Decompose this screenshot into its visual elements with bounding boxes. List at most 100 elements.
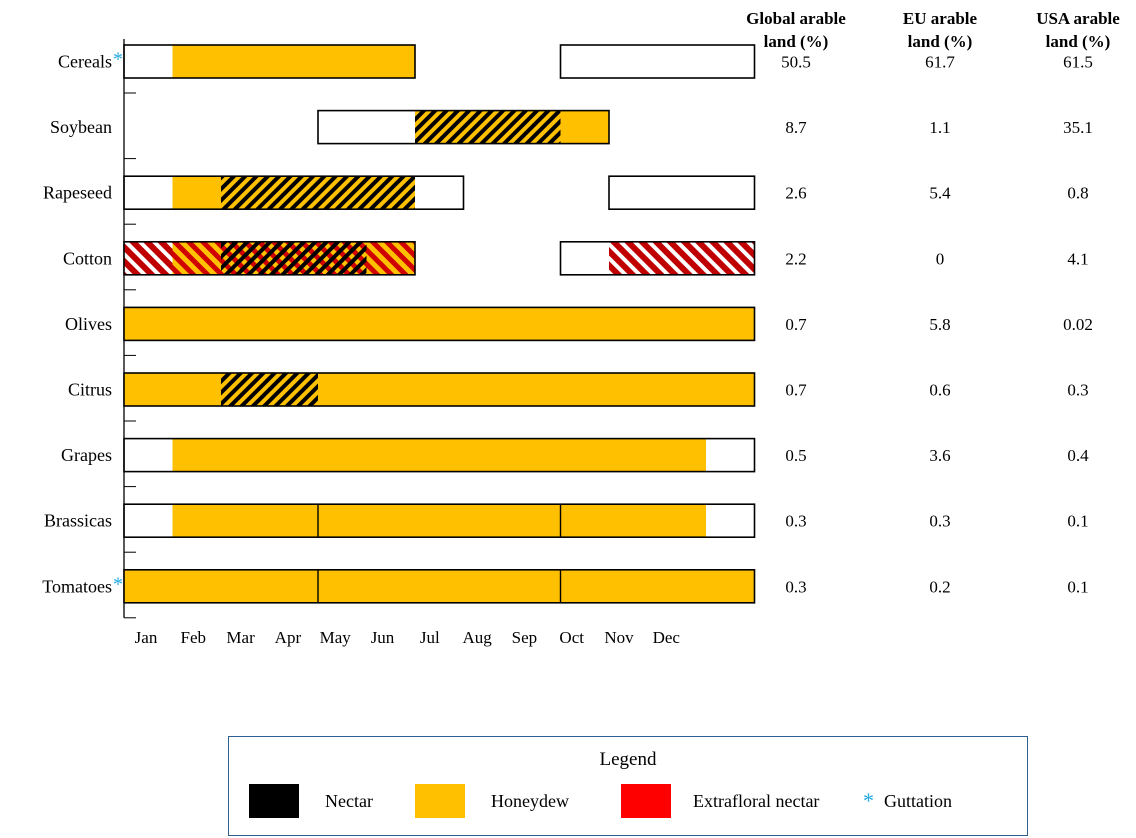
bar-segment-nectar_honeydew bbox=[221, 176, 415, 210]
guttation-asterisk-icon: * bbox=[863, 788, 874, 813]
value-eu: 0.2 bbox=[929, 577, 950, 596]
column-header-eu: EU arable bbox=[903, 9, 978, 28]
value-global: 50.5 bbox=[781, 53, 811, 72]
legend-label-guttation: Guttation bbox=[884, 790, 952, 811]
column-header-usa: USA arable bbox=[1036, 9, 1120, 28]
crop-calendar-chart: Global arable land (%) EU arable land (%) US… bbox=[42, 9, 1120, 647]
value-usa: 35.1 bbox=[1063, 118, 1093, 137]
bar-outline bbox=[123, 241, 416, 276]
crop-label: Rapeseed bbox=[43, 183, 112, 203]
legend-label-honeydew: Honeydew bbox=[491, 790, 569, 811]
bar-outline bbox=[123, 175, 465, 210]
value-global: 0.3 bbox=[785, 512, 806, 531]
bar-outline bbox=[559, 44, 756, 79]
value-eu: 3.6 bbox=[929, 446, 950, 465]
legend-item-honeydew: Honeydew bbox=[415, 784, 569, 818]
value-eu: 0.3 bbox=[929, 512, 950, 531]
bar-segment-nectar_honeydew bbox=[221, 373, 318, 406]
legend-label-nectar: Nectar bbox=[325, 790, 373, 811]
value-eu: 5.4 bbox=[929, 184, 951, 203]
value-usa: 4.1 bbox=[1067, 249, 1088, 268]
guttation-asterisk-icon: * bbox=[113, 573, 123, 595]
column-header-global: Global arable bbox=[746, 9, 846, 28]
nectar-swatch bbox=[249, 784, 299, 818]
value-usa: 0.3 bbox=[1067, 381, 1088, 400]
bar-segment-extrafloral bbox=[124, 241, 173, 275]
crop-row-soybean: Soybean 8.7 1.1 35.1 bbox=[50, 109, 1093, 145]
column-header-usa: land (%) bbox=[1046, 32, 1111, 51]
value-global: 2.6 bbox=[785, 184, 806, 203]
value-eu: 0 bbox=[936, 249, 945, 268]
crop-row-grapes: Grapes 0.5 3.6 0.4 bbox=[61, 437, 1089, 473]
legend-item-extrafloral: Extrafloral nectar bbox=[621, 784, 819, 818]
legend-item-guttation: * Guttation bbox=[863, 784, 952, 818]
honeydew-swatch bbox=[415, 784, 465, 818]
bar-segment-honeydew bbox=[124, 373, 221, 406]
month-label-nov: Nov bbox=[604, 628, 634, 647]
bar-segment-extrafloral_honeydew bbox=[172, 241, 221, 275]
value-global: 0.7 bbox=[785, 381, 807, 400]
crop-label: Tomatoes bbox=[42, 576, 112, 596]
bar-outline bbox=[123, 306, 756, 342]
value-usa: 0.1 bbox=[1067, 577, 1088, 596]
crop-row-cotton: Cotton 2.2 0 4.1 bbox=[63, 241, 1089, 276]
bar-outline bbox=[123, 568, 756, 604]
month-label-jun: Jun bbox=[371, 628, 395, 647]
crop-label: Soybean bbox=[50, 117, 112, 137]
crop-label: Olives bbox=[65, 314, 112, 334]
month-label-jul: Jul bbox=[420, 628, 440, 647]
crop-label: Citrus bbox=[68, 380, 112, 400]
value-eu: 61.7 bbox=[925, 53, 955, 72]
month-label-jan: Jan bbox=[135, 628, 158, 647]
value-eu: 5.8 bbox=[929, 315, 950, 334]
crop-label: Grapes bbox=[61, 445, 112, 465]
guttation-asterisk-icon: * bbox=[113, 49, 123, 71]
bar-outline bbox=[559, 241, 756, 276]
legend: Legend Nectar Honeydew Extrafloral necta… bbox=[228, 736, 1028, 836]
month-label-aug: Aug bbox=[462, 628, 492, 647]
bar-segment-honeydew bbox=[172, 45, 415, 78]
crop-row-cereals: Cereals * 50.5 61.7 61.5 bbox=[58, 44, 1093, 79]
bar-outline bbox=[317, 109, 610, 145]
bar-segment-honeydew bbox=[124, 307, 755, 341]
bar-segment-honeydew bbox=[172, 176, 221, 210]
bar-segment-nectar_honeydew bbox=[415, 110, 561, 144]
crop-row-rapeseed: Rapeseed 2.6 5.4 0.8 bbox=[43, 175, 1089, 210]
crop-row-brassicas: Brassicas 0.3 0.3 0.1 bbox=[44, 503, 1089, 539]
legend-title: Legend bbox=[599, 749, 657, 770]
value-usa: 61.5 bbox=[1063, 53, 1093, 72]
value-usa: 0.1 bbox=[1067, 512, 1088, 531]
bar-outline bbox=[123, 503, 756, 539]
value-global: 0.7 bbox=[785, 315, 807, 334]
bar-segment-honeydew bbox=[560, 110, 609, 144]
bar-segment-honeydew bbox=[318, 373, 755, 406]
bar-outline bbox=[123, 44, 416, 79]
month-label-may: May bbox=[320, 628, 352, 647]
value-eu: 0.6 bbox=[929, 381, 950, 400]
crop-row-citrus: Citrus 0.7 0.6 0.3 bbox=[68, 372, 1089, 407]
month-label-apr: Apr bbox=[275, 628, 302, 647]
legend-item-nectar: Nectar bbox=[249, 784, 373, 818]
value-global: 2.2 bbox=[785, 249, 806, 268]
value-eu: 1.1 bbox=[929, 118, 950, 137]
value-global: 0.3 bbox=[785, 577, 806, 596]
value-global: 0.5 bbox=[785, 446, 806, 465]
month-label-feb: Feb bbox=[181, 628, 207, 647]
month-label-sep: Sep bbox=[512, 628, 538, 647]
bar-outline bbox=[123, 372, 756, 407]
value-usa: 0.4 bbox=[1067, 446, 1089, 465]
crop-label: Cereals bbox=[58, 52, 112, 72]
value-usa: 0.8 bbox=[1067, 184, 1088, 203]
bar-segment-nectar-overlay bbox=[221, 241, 367, 275]
value-global: 8.7 bbox=[785, 118, 807, 137]
column-header-eu: land (%) bbox=[908, 32, 973, 51]
bar-segment-honeydew bbox=[172, 504, 706, 538]
bar-segment-extrafloral bbox=[609, 241, 755, 275]
bar-outline bbox=[608, 175, 756, 210]
extrafloral-swatch bbox=[621, 784, 671, 818]
month-label-mar: Mar bbox=[226, 628, 255, 647]
bar-segment-honeydew bbox=[124, 569, 755, 603]
bar-segment-honeydew bbox=[172, 438, 706, 472]
month-label-oct: Oct bbox=[559, 628, 584, 647]
crop-label: Brassicas bbox=[44, 511, 112, 531]
